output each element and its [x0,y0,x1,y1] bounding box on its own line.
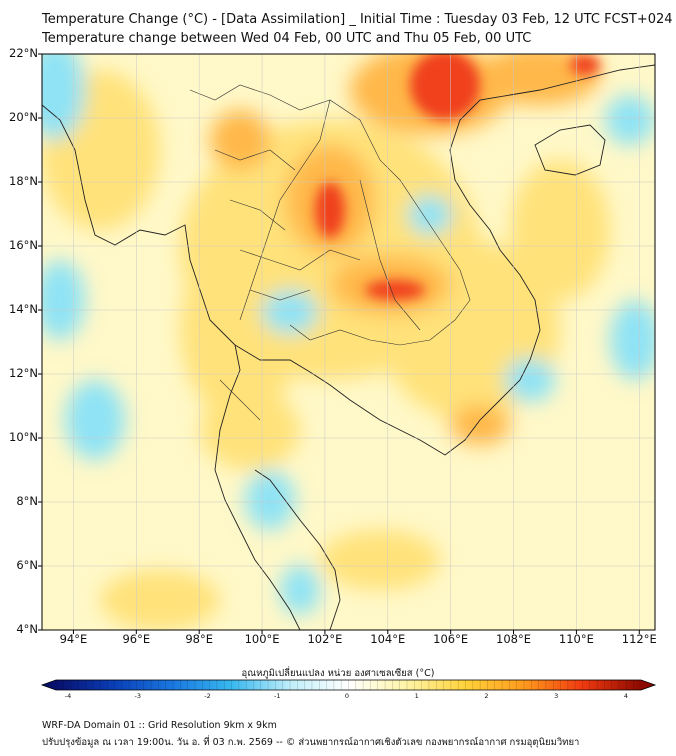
hotspot-north-vietnam [410,54,480,120]
chart-title-line1: Temperature Change (°C) - [Data Assimila… [42,12,673,27]
colorbar-tick-label: 3 [554,692,559,700]
lat-label: 14°N [9,302,38,316]
cold-region-bangkok [262,290,318,334]
colorbar-tick-label: 2 [484,692,489,700]
colorbar-tick-label: -4 [64,692,72,700]
colorbar-tick-label: 1 [414,692,419,700]
axis-ticks [38,53,640,634]
hotspot-laos [315,182,345,238]
lon-label: 108°E [496,632,532,646]
hotspot-cambodia [365,280,425,300]
colorbar-tick-label: 0 [344,692,350,700]
colorbar-outline [40,679,657,691]
lat-label: 16°N [9,238,38,252]
lon-label: 104°E [370,632,406,646]
lat-label: 10°N [9,430,38,444]
lon-label: 102°E [307,632,343,646]
hot-region-mekong [450,405,510,445]
cold-region-west [65,380,125,460]
hot-region-northwest [210,110,270,170]
hotspot-northeast [570,55,600,75]
coastline-west [42,104,301,630]
lat-label: 20°N [9,110,38,124]
lon-label: 106°E [433,632,469,646]
border-thailand-laos-cambodia [189,84,471,346]
coastline-hainan [534,124,606,176]
lat-label: 4°N [16,622,38,636]
colorbar-divisions [63,680,634,690]
lon-label: 98°E [185,632,213,646]
warm-region-sea [320,530,440,590]
footer-line1: WRF-DA Domain 01 :: Grid Resolution 9km … [42,720,277,731]
cold-region-laos [408,195,452,235]
chart-title-line2: Temperature change between Wed 04 Feb, 0… [42,31,532,46]
lon-label: 96°E [122,632,151,646]
colorbar-tick-label: 4 [623,692,629,700]
coastlines [42,64,655,630]
colorbar-tick-label: -2 [204,692,211,700]
temperature-field [42,54,655,630]
cold-region-nw [42,54,85,140]
cold-region-malaysia [280,565,320,615]
warm-region-central-thailand [180,240,300,420]
colorbar-min-arrow [42,680,56,690]
cold-region-vietnam-coast [505,358,555,402]
colorbar-title: อุณหภูมิเปลี่ยนแปลง หน่วย องศาเซลเซียส (… [241,668,435,679]
colorbar-max-arrow [641,680,655,690]
cold-region-hainan [605,95,655,145]
lat-label: 6°N [16,558,38,572]
coastline-gulf-vietnam [234,64,655,456]
lat-label: 12°N [9,366,38,380]
lon-label: 100°E [244,632,280,646]
gridlines [42,54,655,630]
border-thailand-myanmar [239,99,331,321]
field-blobs [42,54,655,630]
warm-region-south [100,570,220,630]
lon-label: 112°E [621,632,657,646]
hot-region-northeast [480,54,600,105]
lon-label: 110°E [558,632,594,646]
warm-region-east [510,160,610,300]
cold-region-andaman [42,260,85,340]
lat-label: 22°N [9,46,38,60]
lon-label: 94°E [59,632,88,646]
colorbar-gradient [56,680,641,690]
warm-region-gulf [200,390,300,470]
colorbar-tick-label: -3 [134,692,141,700]
lat-label: 8°N [16,494,38,508]
cold-region-scs [610,300,655,380]
colorbar [40,679,657,691]
province-borders [214,149,361,421]
lat-label: 18°N [9,174,38,188]
cold-region-peninsula [245,470,295,530]
field-hotspots [315,54,600,300]
plot-frame [41,53,656,631]
footer-line2: ปรับปรุงข้อมูล ณ เวลา 19:00น. วัน อ. ที่… [42,737,580,748]
colorbar-tick-label: -1 [274,692,281,700]
coastline-east-peninsula [254,469,341,630]
